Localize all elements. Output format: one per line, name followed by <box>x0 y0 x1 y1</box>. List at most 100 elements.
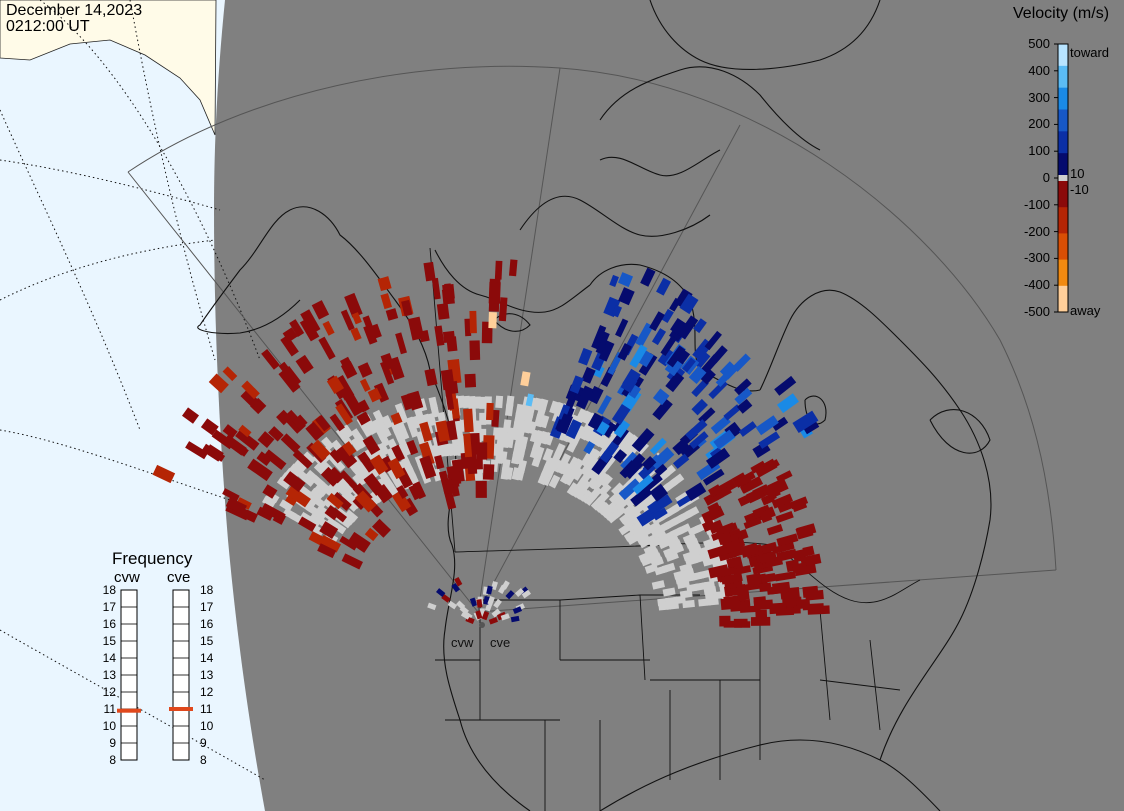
velocity-cell <box>428 396 438 410</box>
velocity-cell <box>367 323 382 340</box>
velocity-cell <box>598 340 615 362</box>
velocity-cell <box>318 336 336 360</box>
velocity-cell <box>326 492 344 510</box>
velocity-cell <box>702 468 725 486</box>
velocity-cell <box>525 393 534 407</box>
velocity-cell <box>410 415 422 430</box>
frequency-marker <box>169 707 193 711</box>
velocity-cell <box>222 488 240 502</box>
velocity-cell <box>662 587 676 597</box>
frequency-tick-label: 8 <box>200 753 207 767</box>
velocity-cell <box>716 567 736 578</box>
colorbar-tick-label: -400 <box>1023 277 1050 293</box>
radar-site-cvw-label: cvw <box>451 635 474 650</box>
velocity-cell <box>597 435 611 450</box>
velocity-cell <box>665 551 679 562</box>
velocity-cell <box>588 448 602 463</box>
velocity-cell <box>381 415 394 429</box>
velocity-cell <box>569 375 584 394</box>
velocity-cell <box>185 441 209 460</box>
velocity-cell <box>247 458 273 482</box>
frequency-panel <box>117 589 193 761</box>
time-label: 0212:00 UT <box>6 18 90 35</box>
velocity-cell <box>367 387 382 403</box>
velocity-cell <box>364 527 379 542</box>
velocity-cell <box>447 600 458 610</box>
frequency-tick-label: 9 <box>109 736 116 750</box>
velocity-cell <box>377 276 392 292</box>
velocity-cell <box>424 368 438 387</box>
velocity-cell <box>512 606 523 614</box>
velocity-cell <box>250 397 267 415</box>
velocity-cell <box>791 499 808 513</box>
velocity-cell <box>419 455 437 480</box>
velocity-cell <box>591 325 607 350</box>
velocity-cell <box>436 588 446 597</box>
velocity-cell <box>276 409 292 426</box>
colorbar-segment <box>1058 181 1068 208</box>
velocity-cell <box>391 444 406 462</box>
frequency-tick-label: 16 <box>200 617 214 631</box>
velocity-cell <box>609 274 619 288</box>
velocity-cell <box>460 611 471 620</box>
velocity-cell <box>597 502 611 516</box>
velocity-cell <box>670 473 685 487</box>
velocity-cell <box>262 484 278 499</box>
velocity-cell <box>344 393 364 417</box>
velocity-cell <box>200 418 219 436</box>
velocity-cell <box>434 454 445 470</box>
frequency-tick-label: 12 <box>200 685 214 699</box>
velocity-cell <box>445 478 455 495</box>
frequency-tick-label: 17 <box>102 600 116 614</box>
velocity-cell <box>204 444 224 462</box>
velocity-cell <box>387 356 405 381</box>
velocity-cell <box>595 471 609 486</box>
velocity-cell <box>371 418 383 433</box>
velocity-cell <box>636 349 654 368</box>
velocity-cell <box>486 585 493 595</box>
velocity-cell <box>726 556 742 568</box>
velocity-cell <box>342 441 357 457</box>
velocity-cell <box>466 451 478 475</box>
velocity-cell <box>320 466 341 487</box>
velocity-cell <box>613 419 631 438</box>
velocity-cell <box>583 440 596 455</box>
velocity-cell <box>268 426 284 442</box>
velocity-cell <box>444 387 455 410</box>
velocity-cell <box>661 308 674 324</box>
velocity-cell <box>732 353 751 372</box>
velocity-cell <box>556 413 574 435</box>
velocity-cell <box>380 293 393 310</box>
velocity-cell <box>708 379 728 400</box>
velocity-cell <box>434 325 445 346</box>
velocity-cell <box>647 521 662 534</box>
frequency-tick-label: 17 <box>200 600 214 614</box>
velocity-cell <box>339 535 358 551</box>
velocity-cell <box>647 500 661 514</box>
velocity-cell <box>577 487 591 502</box>
velocity-cell <box>580 490 594 504</box>
velocity-cell <box>734 378 752 396</box>
velocity-cell <box>491 608 501 618</box>
colorbar-segment <box>1058 285 1068 313</box>
velocity-cell <box>469 597 478 607</box>
velocity-cell <box>395 332 407 355</box>
colorbar-segment <box>1058 207 1068 234</box>
velocity-cell <box>362 435 381 456</box>
velocity-cell <box>654 463 668 477</box>
velocity-cell <box>317 543 337 559</box>
velocity-cell <box>504 466 514 480</box>
radar-site-marker <box>479 622 485 628</box>
velocity-cells <box>152 259 830 628</box>
velocity-cell <box>596 421 610 436</box>
velocity-cell <box>510 615 520 623</box>
velocity-cell <box>396 484 409 499</box>
velocity-cell <box>152 464 176 484</box>
frequency-tick-label: 9 <box>200 736 207 750</box>
velocity-cell <box>587 412 604 431</box>
velocity-cell <box>238 424 252 438</box>
velocity-cell <box>769 602 787 615</box>
velocity-cell <box>594 499 608 513</box>
frequency-tick-label: 14 <box>200 651 214 665</box>
velocity-cell <box>603 296 621 318</box>
